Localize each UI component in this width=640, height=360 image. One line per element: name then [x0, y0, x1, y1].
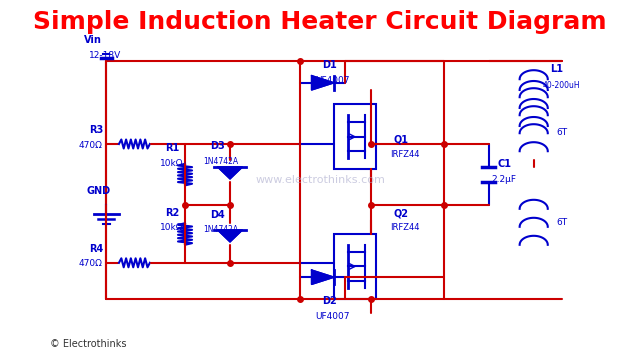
- Text: www.electrothinks.com: www.electrothinks.com: [255, 175, 385, 185]
- Text: D3: D3: [211, 141, 225, 152]
- Polygon shape: [312, 76, 334, 90]
- Text: D4: D4: [211, 210, 225, 220]
- Text: Vin: Vin: [84, 35, 102, 45]
- Text: D2: D2: [322, 296, 337, 306]
- Text: C1: C1: [497, 159, 511, 170]
- Polygon shape: [312, 270, 334, 284]
- Text: 10kΩ: 10kΩ: [160, 159, 183, 168]
- Bar: [334, 234, 376, 299]
- Text: D1: D1: [322, 60, 337, 71]
- Text: IRFZ44: IRFZ44: [390, 150, 420, 159]
- Text: GND: GND: [86, 186, 111, 197]
- Text: 470Ω: 470Ω: [78, 141, 102, 150]
- Text: IRFZ44: IRFZ44: [390, 224, 420, 233]
- Text: 10kΩ: 10kΩ: [160, 224, 183, 233]
- Text: UF4007: UF4007: [316, 76, 350, 85]
- Text: R3: R3: [90, 125, 104, 135]
- Text: R2: R2: [165, 208, 180, 218]
- Text: 6T: 6T: [556, 218, 567, 227]
- Text: Q1: Q1: [393, 134, 408, 144]
- Text: 40-200uH: 40-200uH: [542, 81, 580, 90]
- Text: 12-18V: 12-18V: [90, 51, 122, 60]
- Text: © Electrothinks: © Electrothinks: [50, 339, 127, 349]
- Polygon shape: [218, 230, 243, 242]
- Bar: [334, 104, 376, 169]
- Text: 1N4742A: 1N4742A: [204, 225, 239, 234]
- Polygon shape: [218, 167, 243, 179]
- Text: 2.2μF: 2.2μF: [492, 175, 516, 184]
- Text: Q2: Q2: [393, 208, 408, 218]
- Text: Simple Induction Heater Circuit Diagram: Simple Induction Heater Circuit Diagram: [33, 10, 607, 33]
- Text: 1N4742A: 1N4742A: [204, 157, 239, 166]
- Text: R1: R1: [165, 143, 180, 153]
- Text: R4: R4: [90, 244, 104, 254]
- Text: UF4007: UF4007: [316, 312, 350, 321]
- Text: 470Ω: 470Ω: [78, 260, 102, 269]
- Text: L1: L1: [550, 64, 564, 74]
- Text: 6T: 6T: [556, 128, 567, 137]
